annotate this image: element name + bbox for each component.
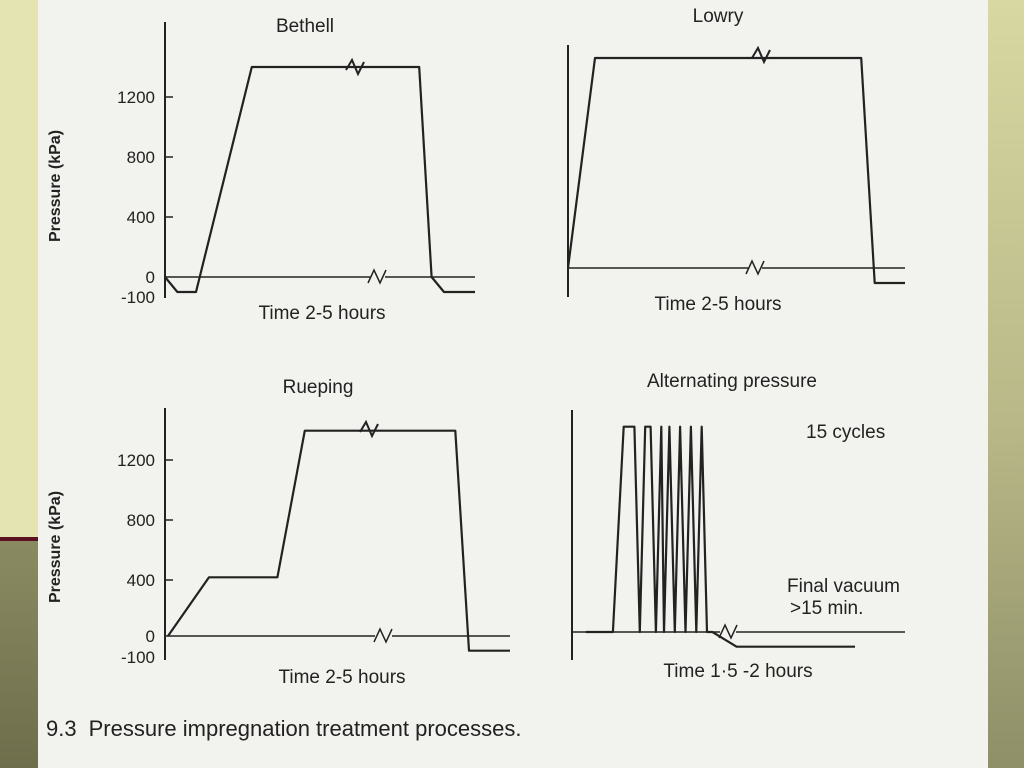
chart-title: Bethell (276, 16, 334, 37)
chart-title: Alternating pressure (647, 371, 817, 392)
chart-alternating-pressure: Alternating pressure 15 cycles Final vac… (571, 371, 905, 682)
chart-title: Rueping (283, 377, 354, 398)
x-axis-label: Time 2-5 hours (278, 667, 405, 688)
y-tick-label: 400 (127, 208, 155, 227)
figure-number: 9.3 (46, 716, 77, 741)
y-tick-label: -100 (121, 648, 155, 667)
axis-break-mark (367, 268, 387, 285)
caption-text: Pressure impregnation treatment processe… (88, 716, 522, 741)
break-mark (359, 419, 379, 439)
x-axis-label: Time 2-5 hours (654, 294, 781, 315)
y-axis-label: Pressure (kPa) (47, 130, 64, 242)
x-axis-label: Time 1·5 -2 hours (663, 661, 812, 682)
chart-title: Lowry (693, 6, 744, 27)
y-tick-label: 1200 (117, 88, 155, 107)
accent-line (0, 537, 40, 541)
series-line (164, 65, 475, 294)
chart-lowry: Lowry Time 2-5 hours (566, 6, 905, 315)
y-tick-label: 800 (127, 148, 155, 167)
y-tick-label: 0 (146, 268, 155, 287)
break-mark (751, 45, 771, 65)
annotation-cycles: 15 cycles (806, 422, 885, 443)
y-axis-label: Pressure (kPa) (47, 491, 64, 603)
y-tick-label: 800 (127, 511, 155, 530)
scanned-page (38, 0, 988, 768)
series-line (167, 429, 510, 652)
axis-break-mark (373, 627, 393, 644)
annotation-duration: >15 min. (790, 598, 863, 619)
break-mark (345, 57, 365, 77)
annotation-final-vacuum: Final vacuum (787, 576, 900, 597)
series-line (586, 425, 855, 648)
right-decor-band (988, 0, 1024, 768)
left-decor-band (0, 0, 38, 540)
axis-break-mark (745, 259, 765, 276)
left-lower-band (0, 540, 38, 768)
axis-break-mark (718, 623, 738, 640)
y-tick-label: 0 (146, 627, 155, 646)
y-tick-label: 400 (127, 571, 155, 590)
x-axis-label: Time 2-5 hours (258, 303, 385, 324)
figure-caption: 9.3 Pressure impregnation treatment proce… (46, 716, 746, 746)
chart-rueping: Rueping 1200 800 400 0 -100 Pressure (kP… (47, 377, 510, 688)
chart-bethell: Bethell 1200 800 400 0 -100 Pressure (kP… (47, 16, 475, 324)
series-line (566, 56, 905, 285)
y-tick-label: 1200 (117, 451, 155, 470)
y-tick-label: -100 (121, 288, 155, 307)
